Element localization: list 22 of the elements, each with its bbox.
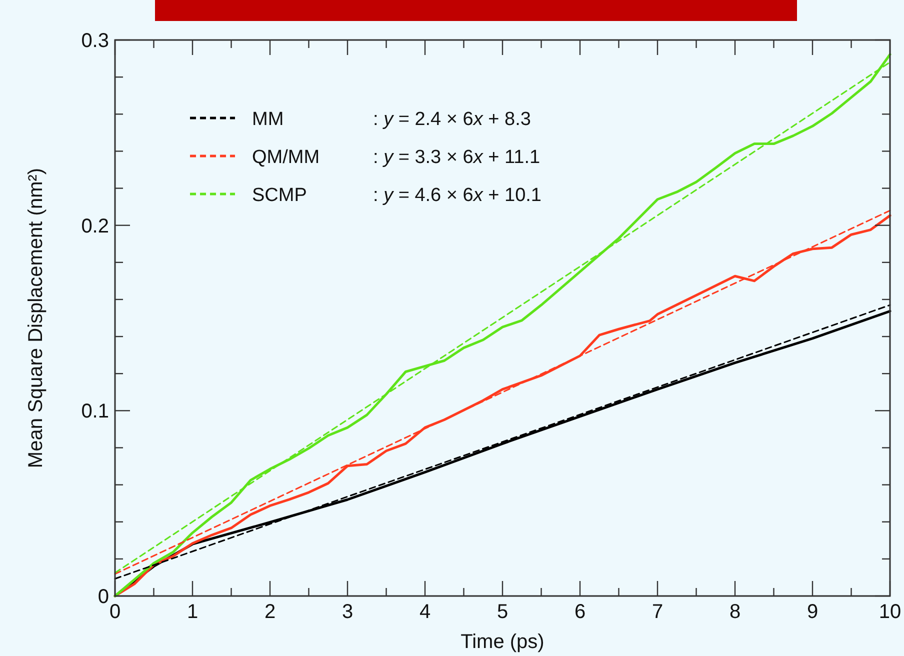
x-tick-label: 8 — [729, 601, 741, 623]
x-tick-label: 6 — [574, 601, 586, 623]
y-axis-title: Mean Square Displacement (nm²) — [25, 168, 47, 468]
legend-label: MM — [252, 109, 284, 130]
x-tick-label: 3 — [342, 601, 354, 623]
legend-label: SCMP — [252, 185, 307, 206]
y-tick-label: 0.3 — [81, 30, 109, 52]
x-tick-label: 4 — [419, 601, 431, 623]
x-tick-label: 9 — [806, 601, 818, 623]
annotation: : y = 3.3 × 6x + 11.1 — [373, 147, 540, 168]
x-tick-label: 2 — [264, 601, 276, 623]
y-tick-label: 0.1 — [81, 400, 109, 423]
x-axis-title: Time (ps) — [460, 631, 544, 653]
x-tick-label: 1 — [186, 601, 198, 623]
x-tick-label: 7 — [652, 601, 664, 623]
y-tick-label: 0 — [98, 586, 109, 608]
x-tick-label: 5 — [496, 601, 508, 623]
x-tick-label: 10 — [878, 601, 902, 623]
annotation: : y = 4.6 × 6x + 10.1 — [373, 185, 542, 206]
y-tick-label: 0.2 — [81, 215, 109, 238]
annotation: : y = 2.4 × 6x + 8.3 — [373, 109, 531, 130]
legend-label: QM/MM — [252, 147, 320, 168]
